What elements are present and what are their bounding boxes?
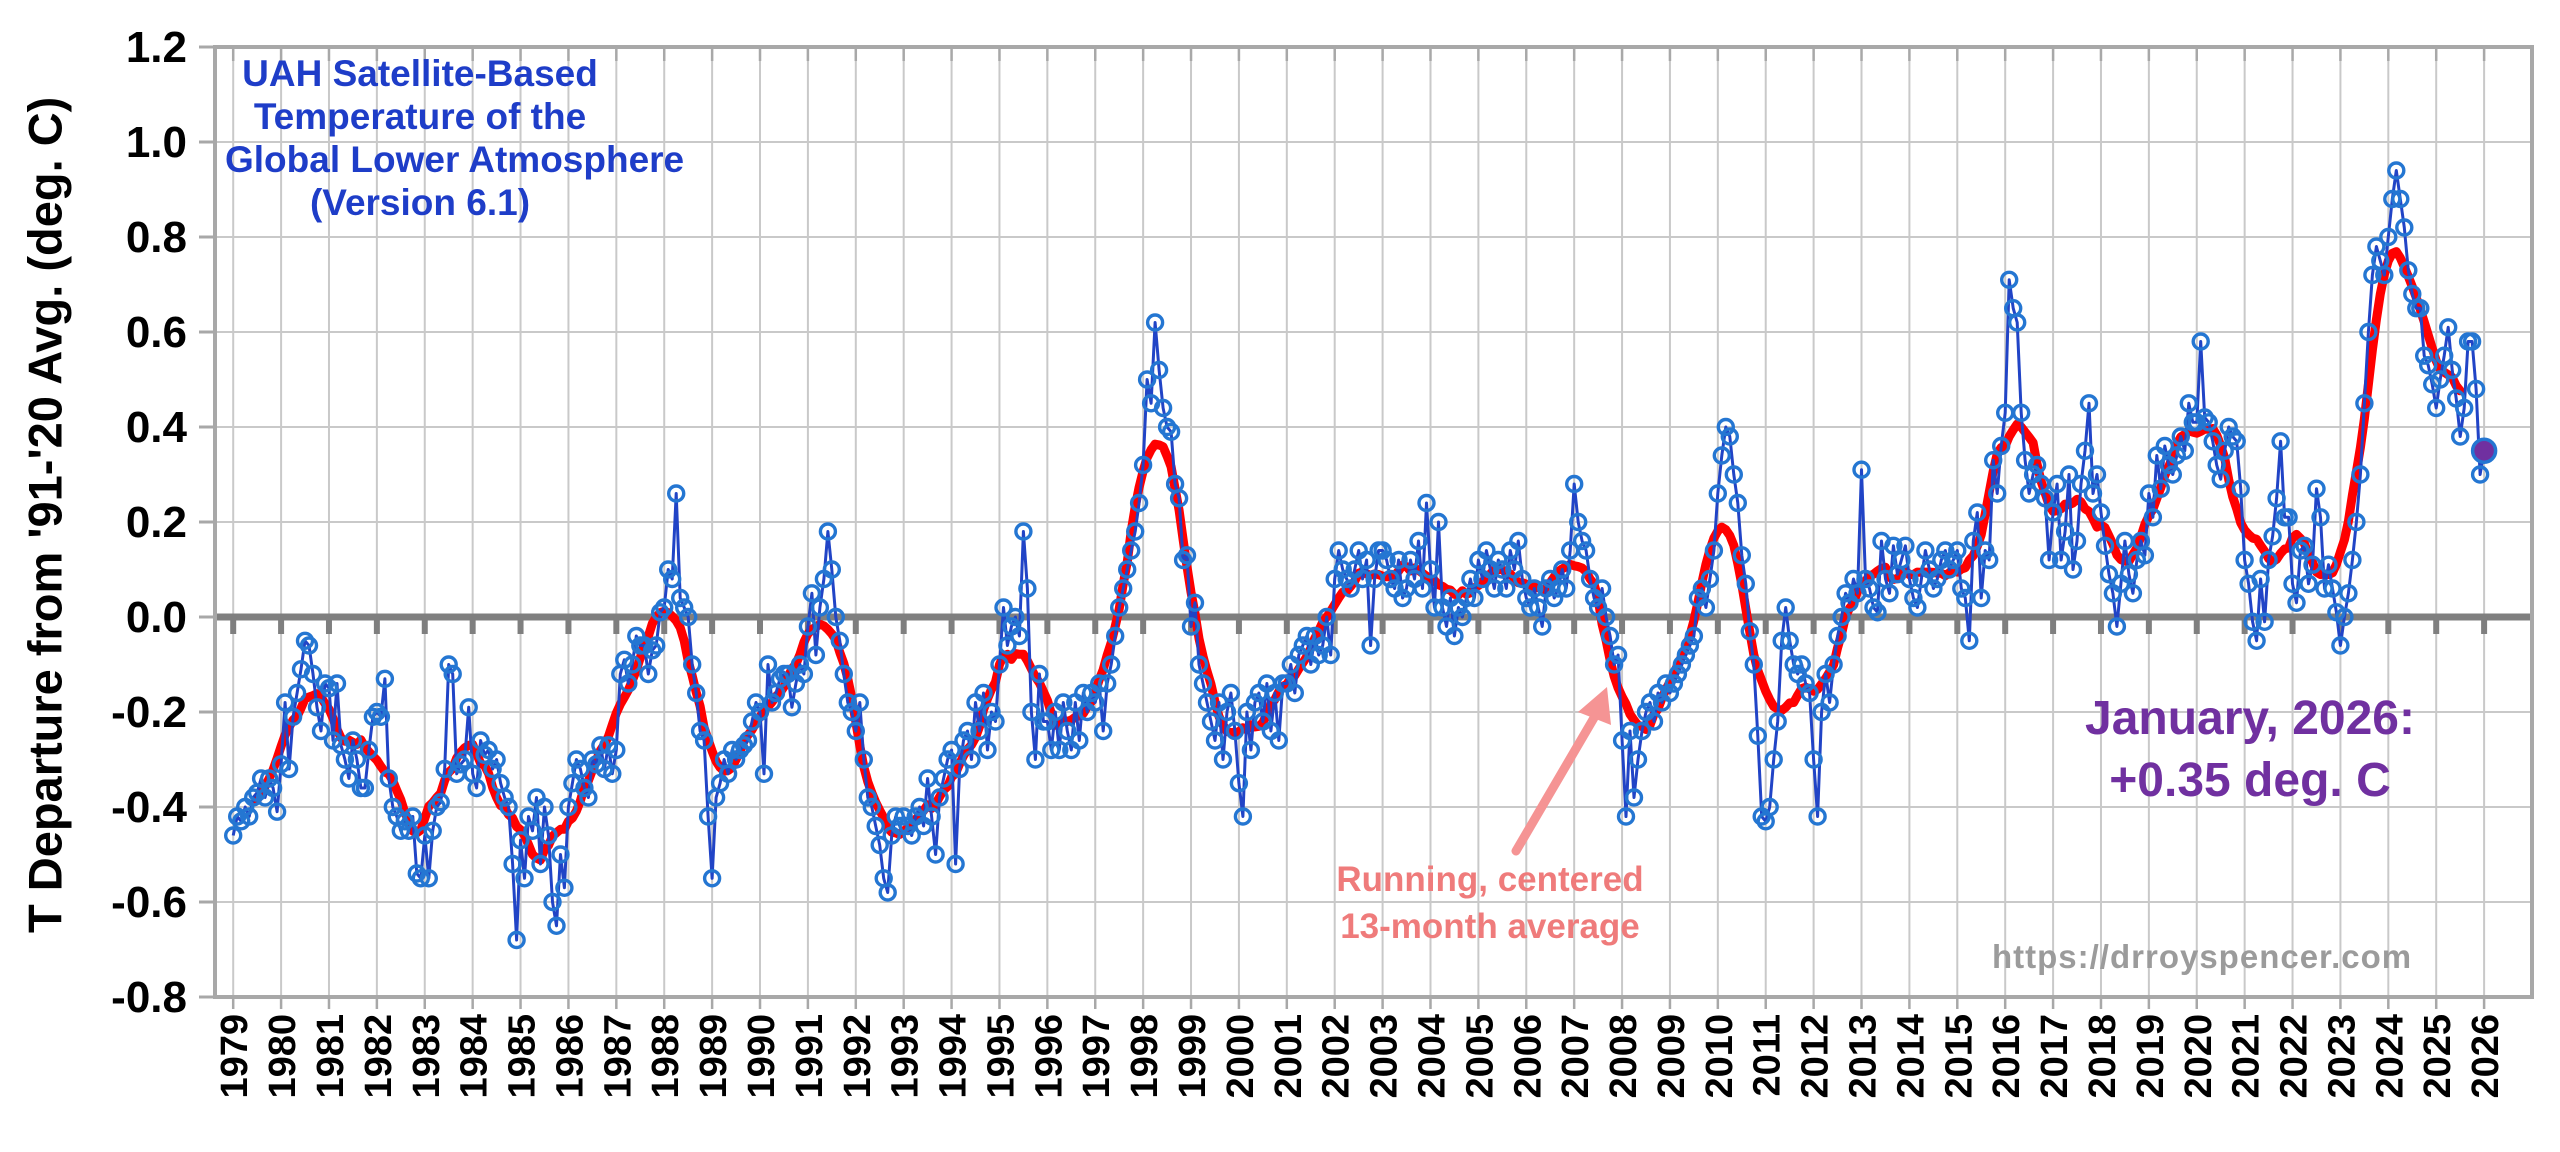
x-tick-label: 1986 <box>549 1014 591 1099</box>
y-tick-label: 0.0 <box>126 593 187 642</box>
x-tick-label: 2014 <box>1890 1014 1932 1099</box>
x-tick-label: 1999 <box>1172 1014 1214 1099</box>
y-tick-label: 0.8 <box>126 213 187 262</box>
x-tick-label: 2026 <box>2465 1014 2507 1099</box>
x-tick-label: 2017 <box>2034 1014 2076 1099</box>
x-tick-label: 2023 <box>2321 1014 2363 1099</box>
x-tick-label: 2019 <box>2130 1014 2172 1099</box>
running-average-label-line1: Running, centered <box>1336 860 1644 899</box>
x-tick-label: 2024 <box>2369 1014 2411 1099</box>
x-tick-label: 2001 <box>1268 1014 1310 1099</box>
x-tick-label: 1989 <box>693 1014 735 1099</box>
x-tick-label: 2013 <box>1843 1014 1885 1099</box>
x-tick-label: 1996 <box>1028 1014 1070 1099</box>
plot-border <box>199 45 2534 1009</box>
x-tick-label: 2008 <box>1603 1014 1645 1099</box>
x-tick-label: 2011 <box>1747 1014 1789 1096</box>
chart-title-line2: Temperature of the <box>253 96 587 137</box>
x-tick-label: 1987 <box>597 1014 639 1099</box>
y-tick-label: 0.6 <box>126 308 187 357</box>
monthly-series-markers <box>223 161 2494 950</box>
x-tick-label: 1991 <box>789 1014 831 1099</box>
running-average-annotation: Running, centered 13-month average <box>1300 856 1680 950</box>
chart-title-line3: Global Lower Atmosphere <box>225 139 685 180</box>
y-axis-title: T Departure from '91-'20 Avg. (deg. C) <box>18 96 72 934</box>
latest-value-annotation: January, 2026: +0.35 deg. C <box>2020 688 2480 812</box>
y-tick-label: -0.8 <box>111 973 187 1022</box>
gridlines <box>215 47 2532 997</box>
x-tick-label: 2010 <box>1699 1014 1741 1099</box>
x-tick-label: 2025 <box>2417 1014 2459 1099</box>
x-tick-label: 2018 <box>2082 1014 2124 1099</box>
chart-title-line4: (Version 6.1) <box>309 182 531 223</box>
x-tick-label: 1985 <box>502 1014 544 1099</box>
latest-value-anomaly: +0.35 deg. C <box>2109 754 2391 807</box>
x-tick-label: 2009 <box>1651 1014 1693 1099</box>
chart-title-line1: UAH Satellite-Based <box>242 53 598 94</box>
x-tick-label: 2006 <box>1507 1014 1549 1099</box>
x-tick-label: 1990 <box>741 1014 783 1099</box>
y-tick-label: 1.2 <box>126 23 187 72</box>
y-tick-label: -0.6 <box>111 878 187 927</box>
x-tick-label: 1979 <box>214 1014 256 1099</box>
x-tick-label: 1992 <box>837 1014 879 1099</box>
y-tick-label: -0.4 <box>111 783 187 832</box>
x-tick-label: 1980 <box>262 1014 304 1099</box>
latest-month-point <box>2470 437 2498 464</box>
x-tick-labels: 1979 1980 1981 1982 1983 1984 1985 1986 1987 1988… <box>214 1014 2507 1099</box>
x-tick-label: 2015 <box>1938 1014 1980 1099</box>
y-tick-label: 0.4 <box>126 403 188 452</box>
latest-value-date: January, 2026: <box>2085 692 2415 745</box>
x-tick-label: 1995 <box>980 1014 1022 1099</box>
chart-title: UAH Satellite-Based Temperature of the G… <box>225 52 685 224</box>
x-tick-label: 2020 <box>2178 1014 2220 1099</box>
x-tick-label: 2022 <box>2274 1014 2316 1099</box>
x-tick-label: 1983 <box>406 1014 448 1099</box>
x-tick-label: 2005 <box>1459 1014 1501 1099</box>
x-tick-label: 2003 <box>1364 1014 1406 1099</box>
y-tick-labels: 1.2 1.0 0.8 0.6 0.4 0.2 0.0 -0.2 -0.4 -0.6 -0.8 <box>111 23 187 1022</box>
x-tick-label: 1988 <box>645 1014 687 1099</box>
x-tick-label: 2012 <box>1795 1014 1837 1099</box>
running-average-label-line2: 13-month average <box>1340 907 1640 946</box>
running-average-arrow <box>1511 687 1611 856</box>
x-tick-label: 1994 <box>933 1014 975 1099</box>
x-tick-label: 1984 <box>454 1014 496 1099</box>
x-tick-label: 2021 <box>2226 1014 2268 1099</box>
x-tick-label: 1997 <box>1076 1014 1118 1099</box>
x-tick-label: 2007 <box>1555 1014 1597 1099</box>
x-tick-label: 1981 <box>310 1014 352 1099</box>
y-tick-label: -0.2 <box>111 688 187 737</box>
x-tick-label: 2016 <box>1986 1014 2028 1099</box>
y-tick-label: 1.0 <box>126 118 187 167</box>
x-tick-label: 2000 <box>1220 1014 1262 1099</box>
website-url: https://drroyspencer.com <box>1992 938 2413 975</box>
x-tick-label: 2004 <box>1411 1014 1453 1099</box>
x-tick-label: 2002 <box>1316 1014 1358 1099</box>
x-tick-label: 1993 <box>885 1014 927 1099</box>
x-tick-label: 1982 <box>358 1014 400 1099</box>
x-tick-label: 1998 <box>1124 1014 1166 1099</box>
y-tick-label: 0.2 <box>126 498 187 547</box>
